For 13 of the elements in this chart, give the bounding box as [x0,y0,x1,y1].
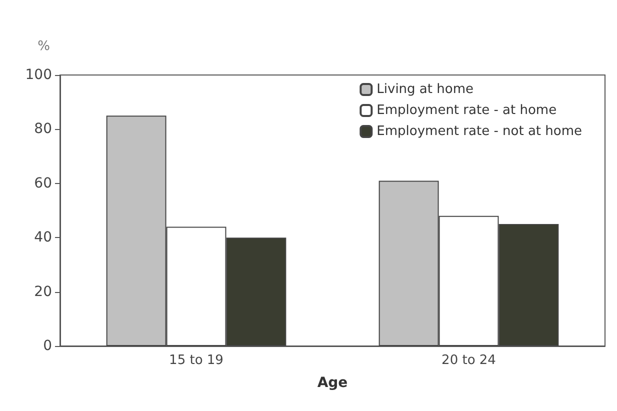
y-tick-label: 60 [34,175,52,192]
x-axis-title: Age [317,375,348,391]
x-tick-label: 20 to 24 [442,353,496,368]
y-axis-title: % [38,39,50,54]
x-tick-label: 15 to 19 [169,353,224,368]
y-tick-label: 0 [43,338,52,354]
legend-label: Living at home [376,82,474,97]
y-tick-label: 40 [34,230,52,246]
y-tick-label: 80 [34,121,52,138]
legend-label: Employment rate - not at home [376,124,582,139]
y-tick-label: 20 [34,284,52,300]
legend-label: Employment rate - at home [376,103,557,118]
y-tick-label: 100 [25,67,52,83]
